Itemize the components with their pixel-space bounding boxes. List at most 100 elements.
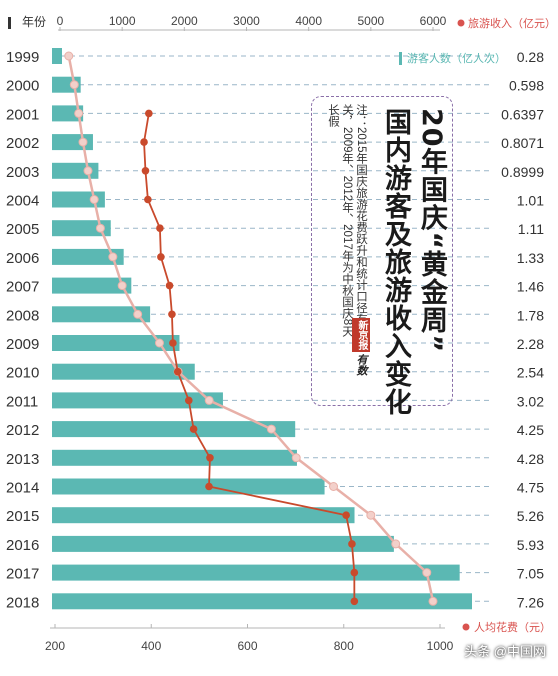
bar xyxy=(52,593,472,610)
year-label: 2005 xyxy=(6,221,39,238)
revenue-point xyxy=(329,482,339,491)
revenue-point xyxy=(117,281,127,291)
bar xyxy=(52,478,325,495)
bar-value-label: 2.54 xyxy=(517,365,544,381)
revenue-point xyxy=(64,51,74,61)
top-axis-tick-label: 6000 xyxy=(420,14,447,28)
revenue-line xyxy=(67,55,435,602)
year-label: 2000 xyxy=(6,78,39,95)
revenue-point xyxy=(89,195,99,204)
per-capita-line xyxy=(143,113,356,602)
bar xyxy=(52,363,195,380)
revenue-point xyxy=(133,309,143,319)
per-capita-point xyxy=(140,138,148,146)
year-label: 1999 xyxy=(6,49,39,66)
year-label: 2007 xyxy=(6,279,39,296)
top-axis-tick-label: 0 xyxy=(57,14,64,28)
year-label: 2003 xyxy=(6,164,39,181)
bar-value-label: 4.25 xyxy=(517,422,544,438)
year-label: 2001 xyxy=(6,106,39,123)
per-capita-point xyxy=(169,339,177,347)
year-label: 2009 xyxy=(6,336,39,353)
per-capita-point xyxy=(350,597,359,606)
bottom-axis-tick-label: 600 xyxy=(237,639,257,653)
year-label: 2018 xyxy=(6,594,39,611)
bottom-axis-tick-label: 1000 xyxy=(427,639,454,653)
bars xyxy=(52,48,472,610)
per-capita-point xyxy=(350,568,359,577)
year-label: 2002 xyxy=(6,135,39,152)
bar xyxy=(52,564,460,581)
bar-value-label: 7.05 xyxy=(517,566,544,582)
visitors-legend-marker xyxy=(399,52,402,65)
logo-part-1: 新京报 xyxy=(352,318,370,352)
revenue-point xyxy=(95,223,105,233)
per-capita-point xyxy=(206,454,214,462)
year-label: 2010 xyxy=(6,365,39,382)
top-axis-tick-label: 3000 xyxy=(233,14,260,28)
bar xyxy=(52,277,132,294)
bar xyxy=(52,191,105,208)
bar-value-labels: 0.28 0.598 0.6397 0.8071 0.8999 1.01 1.11 1.33 1… xyxy=(501,49,544,610)
year-label: 2015 xyxy=(6,508,39,525)
per-capita-point xyxy=(342,511,350,519)
per-capita-axis-dot xyxy=(462,623,470,631)
year-label: 2008 xyxy=(6,307,39,324)
year-label: 2016 xyxy=(6,537,39,554)
watermark: 头条 @中国网 xyxy=(464,644,546,659)
bar xyxy=(52,335,180,351)
top-axis-label: 旅游收入（亿元） xyxy=(468,16,556,30)
top-axis-tick-label: 2000 xyxy=(171,14,198,28)
year-labels: 1999 2000 2001 2002 2003 2004 2005 2006 2007 2008… xyxy=(6,49,39,611)
revenue-point xyxy=(291,453,301,463)
top-axis: 0 1000 2000 3000 4000 5000 6000 xyxy=(57,14,447,31)
bar xyxy=(52,248,124,265)
revenue-point xyxy=(69,80,79,90)
year-label: 2011 xyxy=(6,393,38,410)
per-capita-point xyxy=(173,367,182,376)
per-capita-point xyxy=(144,195,152,204)
bar-value-label: 0.28 xyxy=(517,49,544,65)
revenue-point xyxy=(428,596,438,606)
bar-value-label: 1.11 xyxy=(518,221,544,237)
bottom-axis-label: 人均花费（元） xyxy=(474,621,551,634)
per-capita-point xyxy=(189,425,198,433)
per-capita-point xyxy=(184,396,193,405)
bar-value-label: 1.33 xyxy=(517,250,544,266)
bar-value-label: 2.28 xyxy=(517,336,544,352)
top-axis-tick-label: 4000 xyxy=(295,14,322,28)
per-capita-point xyxy=(205,482,213,491)
bottom-axis-tick-label: 400 xyxy=(141,639,161,653)
bar xyxy=(52,48,62,64)
bar xyxy=(52,535,394,552)
bar xyxy=(52,392,223,409)
revenue-point xyxy=(108,252,118,262)
chart-note: 注：2015年国庆旅游花费跃升和统计口径有关，2009年、2012年、2017年… xyxy=(327,104,367,337)
year-label: 2013 xyxy=(6,451,39,468)
bar-value-label: 0.6397 xyxy=(501,106,544,122)
year-label: 2004 xyxy=(6,193,39,210)
publisher-logo: 新京报 有数 xyxy=(350,318,372,390)
revenue-point xyxy=(74,108,84,118)
per-capita-point xyxy=(168,310,176,319)
bar-value-label: 0.8999 xyxy=(501,164,544,180)
bar xyxy=(52,421,296,438)
bar-value-label: 3.02 xyxy=(517,393,544,409)
per-capita-point xyxy=(157,253,165,261)
revenue-point xyxy=(78,137,88,147)
bar-value-label: 0.598 xyxy=(509,78,544,94)
per-capita-point xyxy=(145,109,153,118)
top-axis-tick-label: 5000 xyxy=(357,14,384,28)
chart-title-line1: 20年国庆“黄金周” xyxy=(416,108,447,354)
bottom-axis: 200 400 600 800 1000 xyxy=(45,624,454,653)
per-capita-point xyxy=(348,540,356,548)
bar-value-label: 1.01 xyxy=(517,193,544,209)
year-label: 2017 xyxy=(6,566,39,583)
bar xyxy=(52,507,355,524)
visitors-legend: 游客人数（亿人次） xyxy=(407,51,506,65)
year-label: 2014 xyxy=(6,480,39,497)
bottom-axis-tick-label: 200 xyxy=(45,639,65,653)
per-capita-point xyxy=(156,224,164,232)
per-capita-point xyxy=(165,281,174,290)
